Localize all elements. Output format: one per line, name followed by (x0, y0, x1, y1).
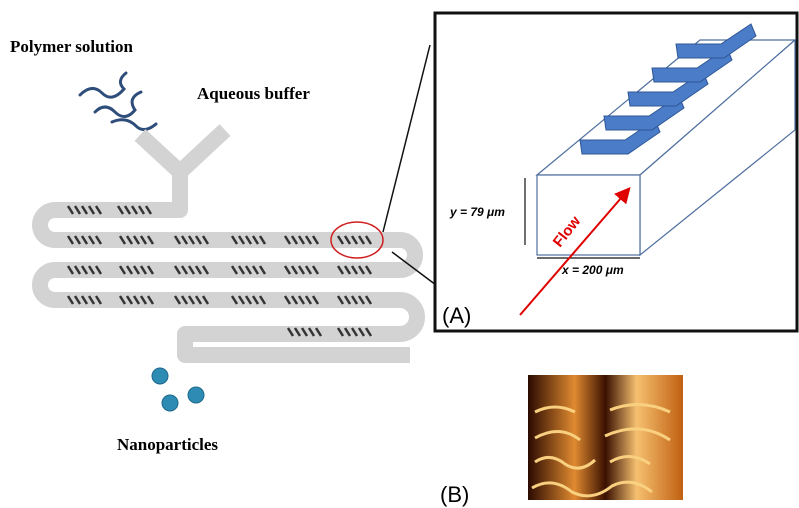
polymer-squiggles (80, 73, 156, 130)
panel-b-label: (B) (440, 482, 469, 507)
particles (152, 368, 204, 411)
panel-a-label: (A) (442, 303, 471, 328)
particles-label: Nanoparticles (117, 435, 218, 454)
x-dimension: x = 200 μm (561, 263, 624, 277)
buffer-label: Aqueous buffer (197, 84, 310, 103)
polymer-label: Polymer solution (10, 37, 133, 56)
zoom-line (383, 45, 430, 232)
mixing-images (528, 375, 683, 500)
channel (40, 130, 417, 355)
y-dimension: y = 79 μm (449, 205, 505, 219)
figure: Polymer solution Aqueous buffer Nanopart… (0, 0, 799, 508)
